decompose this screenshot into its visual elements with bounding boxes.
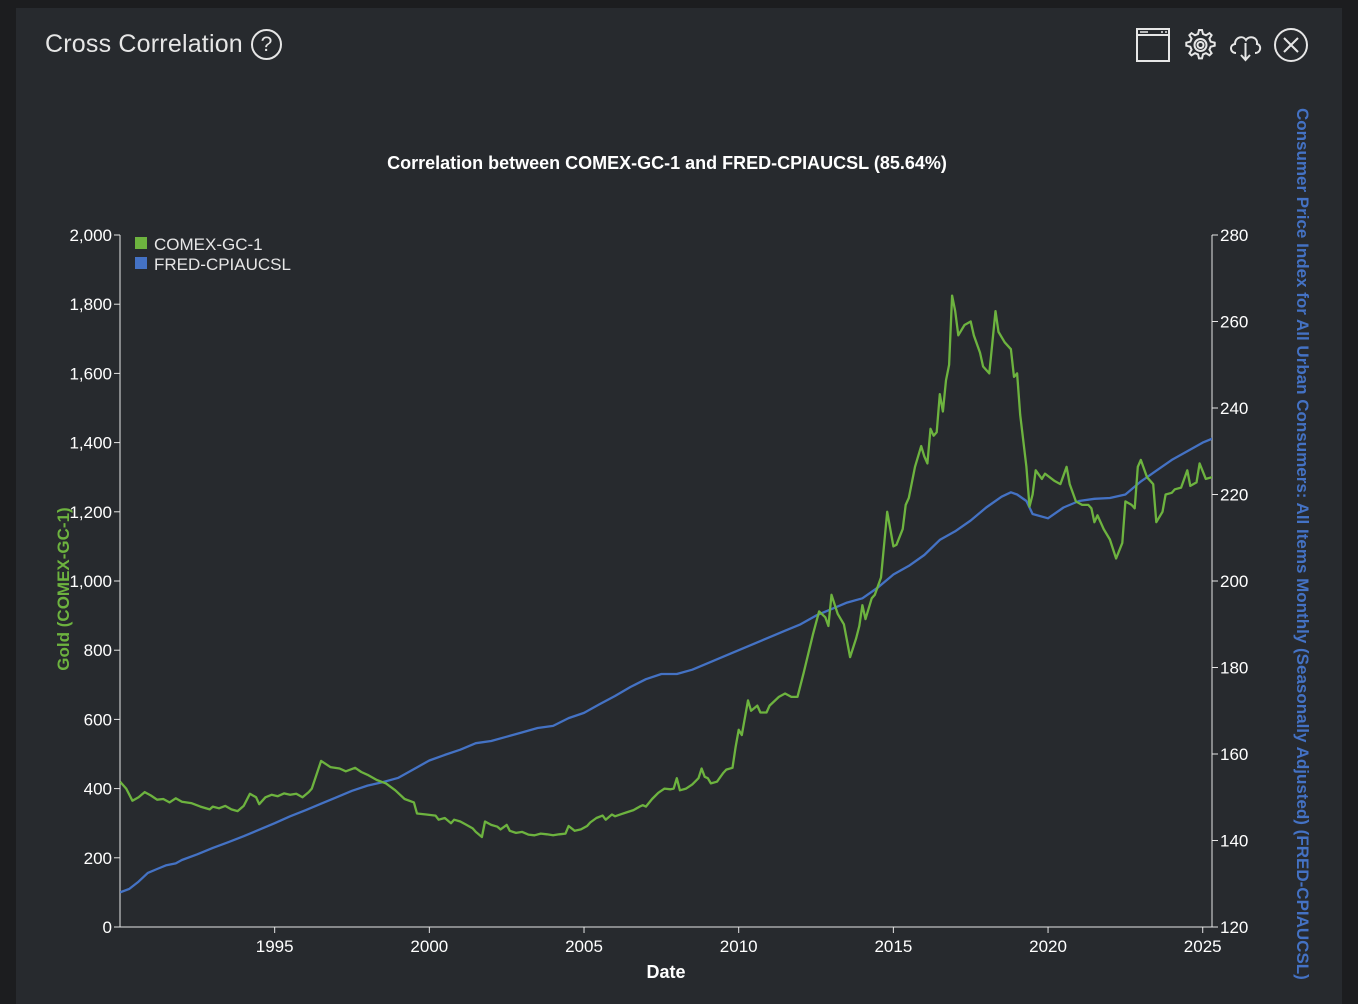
x-tick-label: 2000 bbox=[410, 937, 448, 956]
x-tick-label: 2025 bbox=[1184, 937, 1222, 956]
y-tick-label-left: 800 bbox=[84, 641, 112, 660]
chart-axes: 0 200 400 600 800 1,000 1,200 1,400 1,600 1,800 2,… bbox=[69, 226, 1248, 956]
x-tick-label: 2005 bbox=[565, 937, 603, 956]
y-axis-label-right: Consumer Price Index for All Urban Consu… bbox=[1293, 108, 1312, 980]
x-tick-label: 2015 bbox=[874, 937, 912, 956]
legend-swatch-cpi bbox=[135, 257, 147, 269]
cross-correlation-panel: Cross Correlation ? bbox=[16, 8, 1342, 1004]
y-tick-label-right: 140 bbox=[1220, 832, 1248, 851]
y-tick-label-right: 240 bbox=[1220, 399, 1248, 418]
chart-legend: COMEX-GC-1 FRED-CPIAUCSL bbox=[135, 235, 291, 274]
series-line-comex-gc-1 bbox=[120, 294, 1212, 839]
y-axis-label-left: Gold (COMEX-GC-1) bbox=[54, 507, 73, 670]
panel-title: Cross Correlation bbox=[45, 30, 243, 58]
series-line-fred-cpiaucsl bbox=[120, 437, 1212, 894]
legend-swatch-gold bbox=[135, 237, 147, 249]
y-tick-label-left: 400 bbox=[84, 780, 112, 799]
close-circle-icon[interactable] bbox=[1272, 26, 1310, 64]
legend-label-cpi: FRED-CPIAUCSL bbox=[154, 255, 291, 274]
y-tick-label-left: 1,600 bbox=[69, 364, 112, 383]
y-tick-label-right: 200 bbox=[1220, 572, 1248, 591]
y-tick-label-left: 1,200 bbox=[69, 503, 112, 522]
y-tick-label-right: 260 bbox=[1220, 313, 1248, 332]
y-tick-label-left: 1,400 bbox=[69, 434, 112, 453]
question-circle-icon[interactable]: ? bbox=[251, 29, 282, 60]
correlation-chart: Correlation between COMEX-GC-1 and FRED-… bbox=[54, 108, 1312, 982]
y-tick-label-right: 180 bbox=[1220, 659, 1248, 678]
chart-title: Correlation between COMEX-GC-1 and FRED-… bbox=[387, 153, 947, 173]
chart-series bbox=[120, 294, 1212, 894]
y-tick-label-left: 2,000 bbox=[69, 226, 112, 245]
window-icon[interactable] bbox=[1134, 26, 1172, 64]
gear-icon[interactable] bbox=[1180, 26, 1218, 64]
y-tick-label-left: 1,800 bbox=[69, 295, 112, 314]
legend-label-gold: COMEX-GC-1 bbox=[154, 235, 263, 254]
y-tick-label-right: 280 bbox=[1220, 226, 1248, 245]
x-tick-label: 2020 bbox=[1029, 937, 1067, 956]
y-tick-label-left: 600 bbox=[84, 710, 112, 729]
y-tick-label-left: 0 bbox=[103, 918, 112, 937]
y-tick-label-left: 1,000 bbox=[69, 572, 112, 591]
x-axis-label: Date bbox=[646, 962, 685, 982]
y-tick-label-right: 120 bbox=[1220, 918, 1248, 937]
y-tick-label-left: 200 bbox=[84, 849, 112, 868]
y-tick-label-right: 160 bbox=[1220, 745, 1248, 764]
panel-header: Cross Correlation ? bbox=[16, 8, 1342, 88]
x-tick-label: 2010 bbox=[720, 937, 758, 956]
y-tick-label-right: 220 bbox=[1220, 486, 1248, 505]
cloud-download-icon[interactable] bbox=[1226, 26, 1264, 64]
toolbar bbox=[1134, 26, 1314, 64]
x-tick-label: 1995 bbox=[256, 937, 294, 956]
